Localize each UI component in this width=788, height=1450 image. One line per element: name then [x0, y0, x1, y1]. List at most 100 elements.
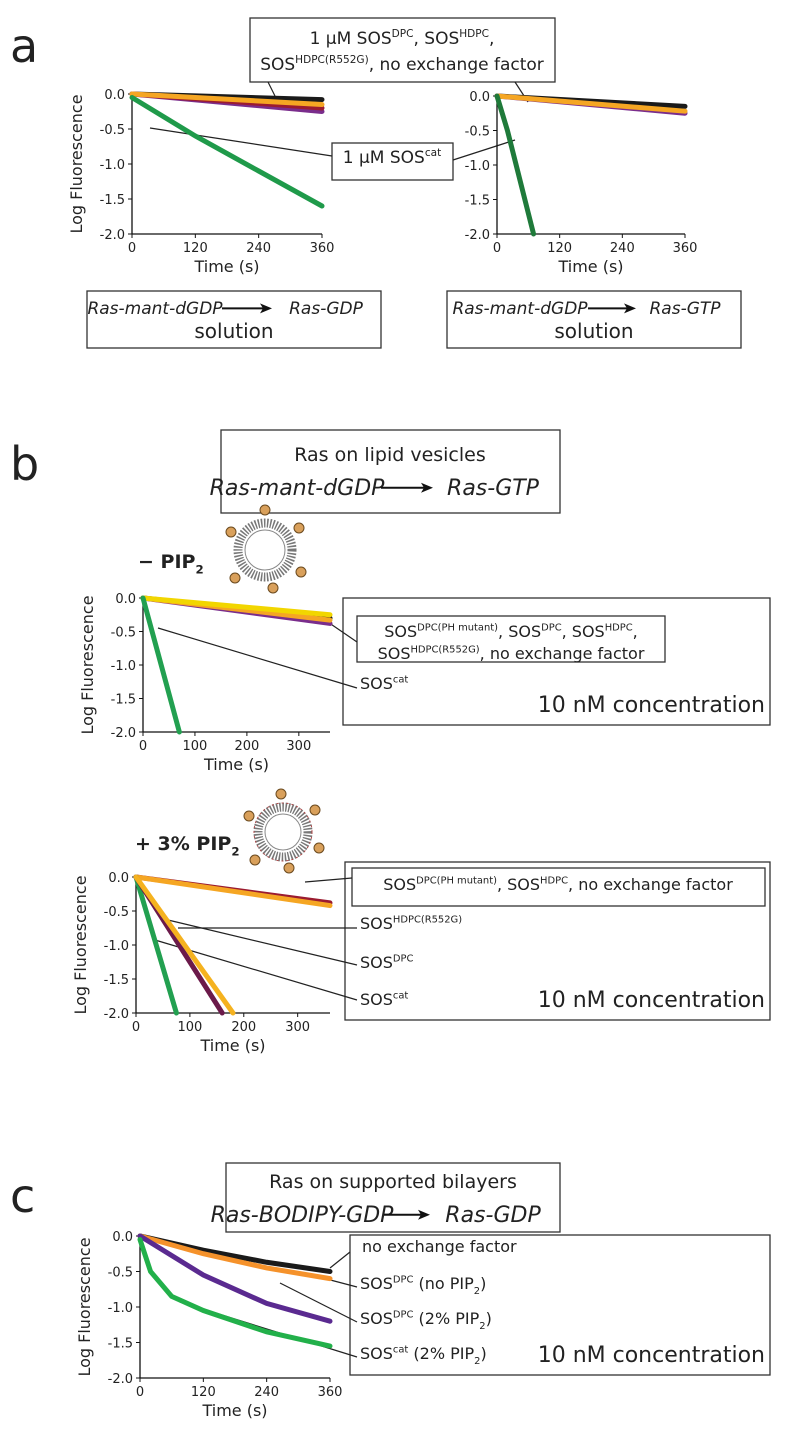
- data-line: [133, 874, 236, 1016]
- text-segment: , SOS: [562, 622, 605, 641]
- y-axis-title: Log Fluorescence: [78, 595, 97, 734]
- x-axis-title: Time (s): [193, 257, 259, 276]
- y-axis-title: Log Fluorescence: [67, 94, 86, 233]
- x-tick-label: 360: [673, 241, 698, 256]
- data-line: [133, 874, 333, 909]
- note-box: [344, 861, 771, 1021]
- reaction-to: Ras-GDP: [445, 1203, 541, 1228]
- text-segment: ,: [489, 29, 494, 49]
- text-segment: ): [486, 1309, 492, 1328]
- text-segment: , no exchange factor: [480, 644, 645, 663]
- note-box: [342, 597, 771, 726]
- annotation: SOSDPC (no PIP2): [360, 1274, 486, 1297]
- y-axis-title: Log Fluorescence: [75, 1237, 94, 1376]
- x-tick-label: 100: [177, 1020, 202, 1035]
- text-segment: DPC: [393, 1310, 414, 1321]
- text-segment: cat: [393, 991, 409, 1002]
- y-tick-label: -1.5: [100, 193, 125, 208]
- annotation: + 3% PIP2: [135, 833, 240, 859]
- x-tick-label: 120: [183, 241, 208, 256]
- data-line: [133, 874, 179, 1016]
- reaction-box: [225, 1162, 561, 1233]
- text-segment: HDPC(R552G): [295, 54, 369, 66]
- text-segment: DPC(PH mutant): [417, 623, 498, 634]
- note-box: [249, 17, 556, 83]
- x-axis-title: Time (s): [557, 257, 623, 276]
- x-tick-label: 0: [128, 241, 136, 256]
- annotation: SOSDPC(PH mutant), SOSDPC, SOSHDPC,: [384, 622, 638, 641]
- text-segment: ,: [633, 622, 638, 641]
- note-box: [351, 867, 766, 907]
- text-segment: 1 µM SOS: [310, 29, 392, 49]
- reaction-title: Ras on supported bilayers: [269, 1171, 517, 1193]
- text-segment: , SOS: [498, 622, 541, 641]
- x-tick-label: 360: [310, 241, 335, 256]
- x-tick-label: 360: [318, 1385, 343, 1400]
- y-tick-label: -1.0: [100, 158, 125, 173]
- text-segment: , no exchange factor: [369, 55, 544, 75]
- x-tick-label: 0: [136, 1385, 144, 1400]
- x-tick-label: 0: [139, 739, 147, 754]
- text-segment: 2: [474, 1286, 480, 1297]
- vesicle-icon: [243, 788, 325, 874]
- reaction-caption: solution: [554, 319, 633, 343]
- annotation: 10 nM concentration: [538, 693, 765, 718]
- text-segment: 10 nM concentration: [538, 1343, 765, 1368]
- text-segment: + 3% PIP: [135, 833, 231, 855]
- text-segment: 2: [479, 1321, 485, 1332]
- x-tick-label: 200: [231, 1020, 256, 1035]
- text-segment: , no exchange factor: [568, 875, 733, 894]
- reaction-arrowhead: [418, 1209, 430, 1220]
- vesicle-icon: [225, 504, 307, 594]
- x-tick-label: 120: [547, 241, 572, 256]
- text-segment: 1 µM SOS: [343, 148, 425, 168]
- x-tick-label: 0: [493, 241, 501, 256]
- text-segment: (2% PIP: [413, 1309, 479, 1328]
- text-segment: SOS: [378, 644, 411, 663]
- reaction-box: [446, 290, 742, 349]
- data-line: [129, 91, 325, 107]
- text-segment: ): [480, 1344, 486, 1363]
- x-tick-label: 300: [286, 739, 311, 754]
- y-tick-label: -2.0: [104, 1007, 129, 1022]
- text-segment: DPC: [393, 954, 414, 965]
- y-tick-label: -0.5: [104, 905, 129, 920]
- reaction-to: Ras-GTP: [649, 299, 721, 319]
- text-segment: − PIP: [138, 551, 196, 573]
- reaction-caption: solution: [194, 319, 273, 343]
- x-tick-label: 240: [610, 241, 635, 256]
- text-segment: , SOS: [413, 29, 459, 49]
- x-tick-label: 0: [132, 1020, 140, 1035]
- y-tick-label: 0.0: [104, 88, 125, 103]
- text-segment: DPC: [541, 623, 562, 634]
- reaction-from: Ras-mant-dGDP: [210, 476, 386, 501]
- reaction-arrowhead: [624, 303, 636, 314]
- data-line: [129, 95, 325, 209]
- reaction-arrowhead: [260, 303, 272, 314]
- data-line: [140, 595, 182, 735]
- y-tick-label: -1.5: [465, 194, 490, 209]
- y-tick-label: -1.5: [111, 693, 136, 708]
- data-line: [494, 93, 537, 237]
- reaction-arrowhead: [421, 482, 433, 493]
- text-segment: SOS: [360, 914, 393, 933]
- text-segment: HDPC: [540, 876, 568, 887]
- annotation: SOSDPC(PH mutant), SOSHDPC, no exchange …: [383, 875, 733, 894]
- annotation: 1 µM SOSDPC, SOSHDPC,: [310, 28, 495, 49]
- text-segment: HDPC: [605, 623, 633, 634]
- y-axis-title: Log Fluorescence: [71, 875, 90, 1014]
- y-tick-label: -0.5: [111, 626, 136, 641]
- reaction-title: Ras on lipid vesicles: [294, 444, 486, 466]
- text-segment: (2% PIP: [408, 1344, 474, 1363]
- text-segment: HDPC(R552G): [410, 645, 479, 656]
- y-tick-label: 0.0: [469, 90, 490, 105]
- y-tick-label: -1.0: [108, 1301, 133, 1316]
- text-segment: SOS: [260, 55, 295, 75]
- reaction-from: Ras-mant-dGDP: [87, 299, 223, 319]
- data-line: [137, 1233, 333, 1282]
- annotation: SOScat: [360, 674, 408, 693]
- data-line: [140, 595, 333, 618]
- reaction-box: [220, 429, 561, 514]
- text-segment: SOS: [360, 1309, 393, 1328]
- note-box: [349, 1234, 771, 1376]
